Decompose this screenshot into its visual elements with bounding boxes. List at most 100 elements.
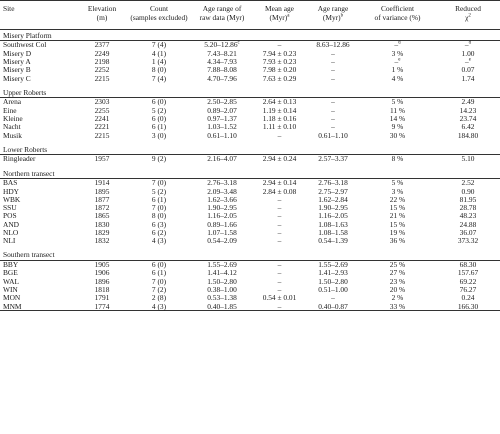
cell-raw-range-value: 2.50–2.85	[207, 97, 237, 107]
cell-elevation: 1818	[78, 286, 126, 294]
cell-elevation: 2215	[78, 74, 126, 82]
table-row: WBK 1877 6 (1) 1.62–3.66 – 1.62–2.84 22 % 81.95	[0, 195, 500, 203]
cell-mean-age: –	[252, 212, 307, 220]
cell-raw-range: 1.90–2.95	[192, 204, 252, 212]
cell-site: Eine	[0, 106, 78, 114]
cell-raw-range: 1.62–3.66	[192, 195, 252, 203]
cell-chi-value: 48.23	[459, 211, 477, 221]
cell-chi-value: 1.00	[461, 48, 475, 58]
cell-raw-range-value: 1.50–2.80	[207, 276, 237, 286]
cell-cov-value: 11 %	[389, 105, 406, 115]
footnote-marker: d	[468, 40, 472, 46]
cell-age-range: –	[307, 74, 359, 82]
cell-elevation: 1872	[78, 204, 126, 212]
cell-site-value: Eine	[3, 105, 17, 115]
cell-raw-range: 2.16–4.07	[192, 154, 252, 163]
cell-mean-age: 7.63 ± 0.29	[252, 74, 307, 82]
cell-chi-value: 0.07	[461, 65, 475, 75]
cell-raw-range-value: 0.97–1.37	[207, 114, 237, 124]
cell-count-value: 4 (1)	[151, 48, 167, 58]
cell-cov-value: –	[394, 40, 399, 50]
cell-elevation: 1914	[78, 178, 126, 187]
header-raw-range: Age range of raw data (Myr)	[199, 4, 245, 23]
cell-site-value: MNM	[3, 301, 22, 311]
cell-raw-range: 7.43–8.21	[192, 49, 252, 57]
cell-age-range-value: –	[331, 65, 335, 75]
cell-chi-value: 69.22	[459, 276, 477, 286]
cell-count: 6 (0)	[126, 260, 192, 269]
cell-cov-value: –	[394, 57, 399, 67]
cell-elevation-value: 1914	[94, 178, 110, 188]
header-count: Count (samples excluded)	[130, 4, 188, 23]
cell-age-range: 1.41–2.93	[307, 269, 359, 277]
cell-mean-age-value: –	[277, 301, 282, 311]
cell-cov-value: 15 %	[389, 203, 406, 213]
cell-cov-value: 3 %	[391, 48, 404, 58]
cell-chi-value: 28.78	[459, 203, 477, 213]
cell-count: 1 (4)	[126, 58, 192, 66]
cell-cov-value: 9 %	[391, 122, 404, 132]
cell-site-value: Misery A	[3, 57, 31, 67]
cell-elevation: 2252	[78, 66, 126, 74]
cell-raw-range: 0.53–1.38	[192, 294, 252, 302]
cell-cov-value: 22 %	[389, 194, 406, 204]
table-row: BGE 1906 6 (1) 1.41–4.12 – 1.41–2.93 27 % 157.6…	[0, 269, 500, 277]
cell-mean-age-value: 1.19 ± 0.14	[262, 105, 297, 115]
cell-site: Misery D	[0, 49, 78, 57]
cell-age-range: 2.75–2.97	[307, 187, 359, 195]
cell-chi: –d	[436, 41, 500, 50]
cell-age-range: –	[307, 49, 359, 57]
cell-chi: 14.23	[436, 106, 500, 114]
cell-site-value: WBK	[3, 194, 21, 204]
cell-site: BAS	[0, 178, 78, 187]
cell-site: BBY	[0, 260, 78, 269]
cell-site-value: NLI	[3, 236, 16, 246]
cell-raw-range: 1.55–2.69	[192, 260, 252, 269]
cell-cov: 20 %	[359, 286, 436, 294]
cell-elevation-value: 2221	[94, 122, 110, 132]
cell-chi: 0.24	[436, 294, 500, 302]
cell-elevation: 2255	[78, 106, 126, 114]
cell-mean-age-value: 0.54 ± 0.01	[262, 293, 297, 303]
footnote-marker: c	[237, 40, 240, 46]
cell-count: 6 (0)	[126, 115, 192, 123]
cell-cov: 19 %	[359, 229, 436, 237]
cell-age-range-value: 8.63–12.86	[316, 40, 350, 50]
cell-age-range: 1.16–2.05	[307, 212, 359, 220]
cell-age-range-value: –	[331, 105, 335, 115]
cell-count: 9 (2)	[126, 154, 192, 163]
table-row: MON 1791 2 (8) 0.53–1.38 0.54 ± 0.01 – 2 % 0.24	[0, 294, 500, 302]
section-title: Lower Roberts	[0, 143, 500, 155]
cell-cov: 11 %	[359, 106, 436, 114]
cell-raw-range: 1.41–4.12	[192, 269, 252, 277]
cell-mean-age-value: 7.94 ± 0.23	[262, 48, 297, 58]
table-row: Nacht 2221 6 (1) 1.03–1.52 1.11 ± 0.10 – 9 % 6.…	[0, 123, 500, 131]
cell-chi: 5.10	[436, 154, 500, 163]
cell-mean-age: 0.54 ± 0.01	[252, 294, 307, 302]
cell-count: 3 (0)	[126, 131, 192, 139]
cell-mean-age: –	[252, 269, 307, 277]
footnote-marker: e	[468, 57, 471, 63]
table-row: Misery A 2198 1 (4) 4.34–7.93 7.93 ± 0.23– –e…	[0, 58, 500, 66]
cell-elevation: 1896	[78, 277, 126, 285]
cell-elevation-value: 1865	[94, 211, 110, 221]
cell-chi: 24.88	[436, 220, 500, 228]
cell-raw-range-value: 1.16–2.05	[207, 211, 237, 221]
cell-elevation: 1791	[78, 294, 126, 302]
cell-elevation-value: 1905	[94, 260, 110, 270]
cell-count: 7 (0)	[126, 178, 192, 187]
cell-cov-value: 1 %	[391, 65, 404, 75]
cell-elevation: 1830	[78, 220, 126, 228]
cell-chi: 76.27	[436, 286, 500, 294]
cell-site-value: Southwest Col	[3, 40, 47, 50]
cell-mean-age: –	[252, 131, 307, 139]
cell-site-value: WIN	[3, 284, 18, 294]
header-age-range: Age range (Myr)b	[317, 4, 349, 23]
cell-elevation-value: 2215	[94, 73, 110, 83]
cell-count: 4 (1)	[126, 49, 192, 57]
cell-raw-range: 0.89–1.66	[192, 220, 252, 228]
cell-mean-age-value: 1.11 ± 0.10	[262, 122, 297, 132]
cell-site-value: Nacht	[3, 122, 21, 132]
cell-raw-range-value: 7.88–8.08	[207, 65, 237, 75]
table-row: NLI 1832 4 (3) 0.54–2.09 – 0.54–1.39 36 % 373.3…	[0, 237, 500, 245]
